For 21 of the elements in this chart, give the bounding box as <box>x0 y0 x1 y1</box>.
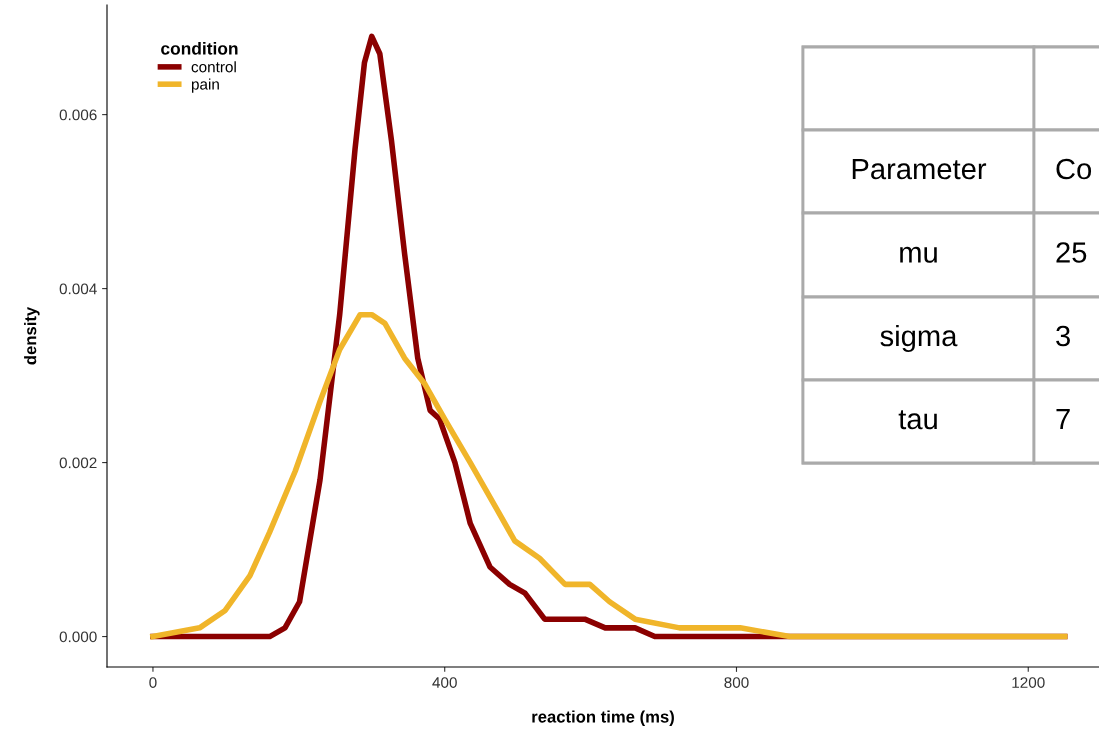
y-tick-label: 0.002 <box>59 457 97 469</box>
annotation: Co <box>1056 158 1092 180</box>
y-tick-label: 0.006 <box>59 109 97 121</box>
y-tick-label: 0.004 <box>59 283 97 295</box>
x-tick-label: 800 <box>724 677 749 688</box>
annotation: tau <box>898 410 937 430</box>
annotation: 3 <box>1056 325 1070 347</box>
legend-label: pain <box>191 78 219 93</box>
x-tick-label: 0 <box>149 677 157 688</box>
y-axis-title: density <box>24 306 40 365</box>
annotation: 7 <box>1056 408 1070 430</box>
x-tick-label: 1200 <box>1012 677 1045 688</box>
x-axis-title: reaction time (ms) <box>532 710 674 726</box>
annotation: mu <box>900 246 937 263</box>
x-tick-label: 400 <box>432 677 457 688</box>
y-tick-label: 0.000 <box>59 631 97 643</box>
legend-label: control <box>191 61 236 73</box>
annotation: sigma <box>880 324 958 353</box>
annotation: 25 <box>1056 242 1087 263</box>
legend-title: condition <box>161 41 238 55</box>
annotation: Parameter <box>852 158 987 180</box>
